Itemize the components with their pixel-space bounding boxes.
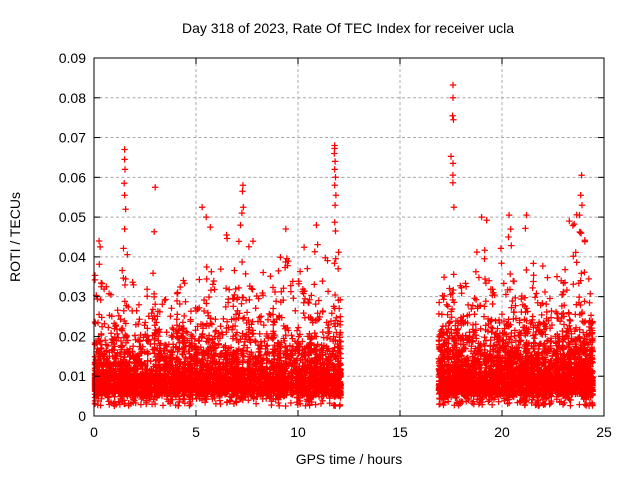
x-tick-label: 20 xyxy=(494,424,510,440)
y-tick-label: 0.09 xyxy=(59,50,86,66)
y-tick-label: 0 xyxy=(78,408,86,424)
chart-title: Day 318 of 2023, Rate Of TEC Index for r… xyxy=(182,20,514,36)
x-tick-label: 15 xyxy=(392,424,408,440)
x-tick-labels: 0 5 10 15 20 25 xyxy=(90,424,612,440)
plot-border xyxy=(93,57,605,417)
y-tick-label: 0.01 xyxy=(59,368,86,384)
y-tick-labels: 0 0.01 0.02 0.03 0.04 0.05 0.06 0.07 0.08 0.09 xyxy=(59,50,86,424)
x-tick-label: 5 xyxy=(192,424,200,440)
roti-data-series xyxy=(91,81,596,410)
y-tick-label: 0.07 xyxy=(59,130,86,146)
x-tick-label: 25 xyxy=(596,424,612,440)
y-tick-label: 0.03 xyxy=(59,289,86,305)
y-tick-label: 0.04 xyxy=(59,249,86,265)
y-tick-label: 0.08 xyxy=(59,90,86,106)
scatter-points xyxy=(91,81,596,410)
y-tick-label: 0.02 xyxy=(59,328,86,344)
x-axis-label: GPS time / hours xyxy=(296,451,403,467)
y-tick-label: 0.06 xyxy=(59,169,86,185)
x-tick-label: 10 xyxy=(290,424,306,440)
y-tick-label: 0.05 xyxy=(59,209,86,225)
x-tick-label: 0 xyxy=(90,424,98,440)
y-axis-label: ROTI / TECUs xyxy=(7,192,23,282)
